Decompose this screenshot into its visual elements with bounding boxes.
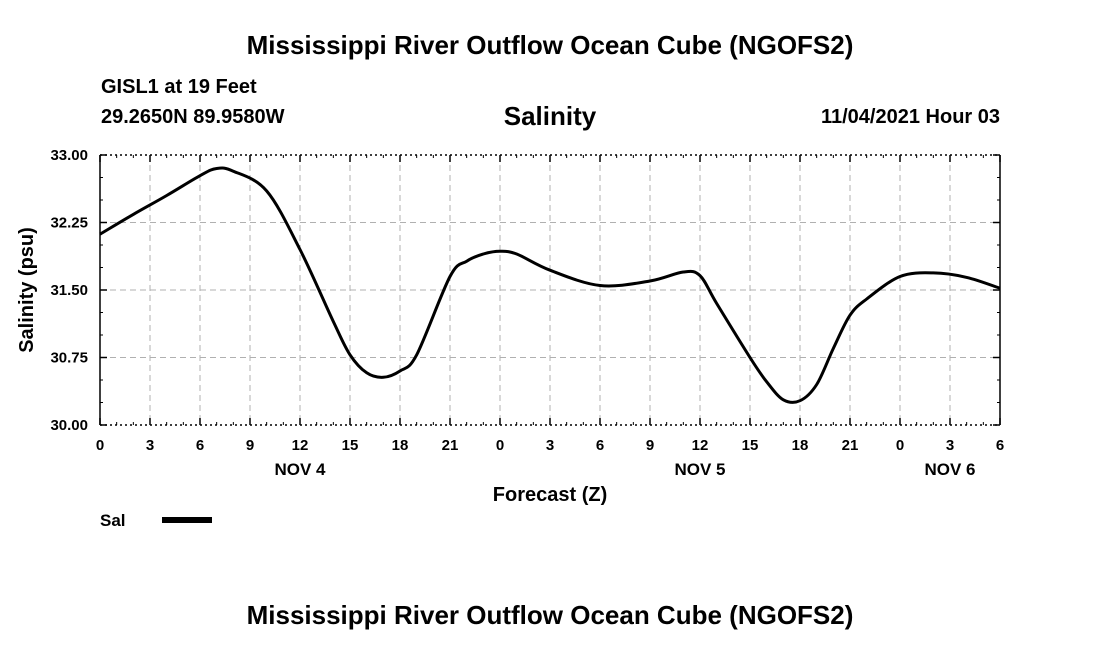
footer-title: Mississippi River Outflow Ocean Cube (NG… — [246, 600, 854, 630]
station-coordinates: 29.2650N 89.9580W — [101, 106, 285, 128]
date-label: NOV 6 — [924, 460, 975, 479]
legend: Sal — [100, 511, 212, 530]
x-tick-label: 9 — [246, 437, 254, 454]
x-tick-label: 9 — [646, 437, 654, 454]
station-label: GISL1 at 19 Feet — [101, 76, 257, 98]
date-label: NOV 5 — [674, 460, 725, 479]
x-tick-label: 15 — [742, 437, 759, 454]
chart-grid — [100, 155, 1000, 425]
x-tick-label: 3 — [146, 437, 154, 454]
y-axis-label: Salinity (psu) — [16, 227, 38, 353]
x-tick-label: 18 — [392, 437, 409, 454]
x-tick-label: 0 — [96, 437, 104, 454]
y-tick-label: 32.25 — [50, 215, 88, 232]
x-tick-label: 6 — [596, 437, 604, 454]
x-tick-label: 6 — [196, 437, 204, 454]
y-tick-label: 33.00 — [50, 147, 88, 164]
legend-label: Sal — [100, 511, 126, 530]
x-tick-label: 18 — [792, 437, 809, 454]
x-tick-label: 6 — [996, 437, 1004, 454]
x-tick-label: 21 — [442, 437, 459, 454]
x-tick-label: 12 — [292, 437, 309, 454]
y-tick-label: 30.75 — [50, 350, 88, 367]
x-tick-label: 3 — [546, 437, 554, 454]
chart-main-title: Mississippi River Outflow Ocean Cube (NG… — [246, 30, 854, 60]
date-label: NOV 4 — [274, 460, 326, 479]
x-tick-label: 3 — [946, 437, 954, 454]
x-tick-label: 12 — [692, 437, 709, 454]
x-tick-label: 0 — [496, 437, 504, 454]
chart-axes: 0 3 6 9 12 15 18 21 0 3 6 9 12 15 18 21 0 3 6 30.00 30.75 31.… — [50, 147, 1004, 479]
x-tick-label: 0 — [896, 437, 904, 454]
x-tick-label: 15 — [342, 437, 359, 454]
x-tick-label: 21 — [842, 437, 859, 454]
chart-series — [99, 166, 1001, 404]
y-tick-label: 30.00 — [50, 417, 88, 434]
series-line-sal — [99, 166, 1001, 404]
x-axis-label: Forecast (Z) — [493, 484, 607, 506]
variable-title: Salinity — [503, 101, 597, 131]
y-tick-label: 31.50 — [50, 282, 88, 299]
forecast-datetime: 11/04/2021 Hour 03 — [820, 106, 1000, 128]
